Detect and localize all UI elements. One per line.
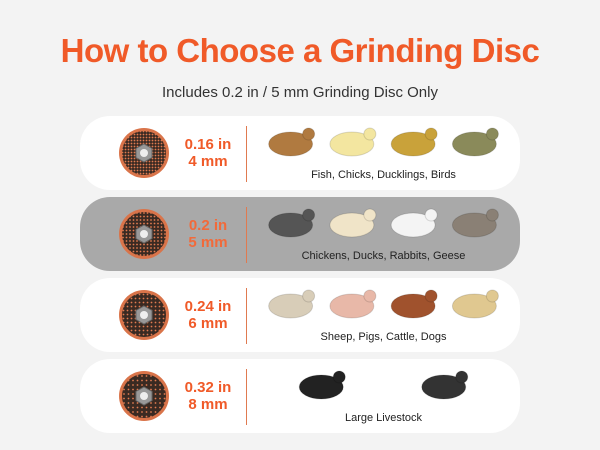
sheep-image (268, 289, 316, 319)
disc-row: 0.24 in 6 mm Sheep, Pigs, Cattle, Dogs (80, 278, 520, 352)
animals-images (298, 370, 469, 400)
animals-label: Sheep, Pigs, Cattle, Dogs (320, 331, 447, 343)
animals-label: Large Livestock (344, 412, 423, 424)
size-mm: 8 mm (188, 396, 228, 413)
size-inch: 0.2 in (188, 217, 228, 234)
chicken-image (268, 208, 316, 238)
disc-row: 0.32 in 8 mm Large Livestock (80, 359, 520, 433)
divider (246, 369, 247, 425)
size-inch: 0.16 in (184, 136, 232, 153)
rabbit-image (451, 208, 499, 238)
page-title: How to Choose a Grinding Disc (60, 32, 540, 69)
size-mm: 6 mm (188, 315, 228, 332)
size-inch: 0.24 in (184, 298, 232, 315)
divider (246, 207, 247, 263)
duckling-image (390, 127, 438, 157)
disc-size: 0.32 in 8 mm (180, 379, 236, 413)
animals-images (268, 289, 499, 319)
fish-image (268, 127, 316, 157)
animals-images (268, 208, 499, 238)
chick-image (329, 127, 377, 157)
grinding-disc-icon (119, 371, 169, 421)
divider (246, 288, 247, 344)
disc-size: 0.24 in 6 mm (180, 298, 236, 332)
size-mm: 4 mm (188, 153, 228, 170)
cattle-image (390, 289, 438, 319)
disc-size: 0.16 in 4 mm (180, 136, 236, 170)
size-mm: 5 mm (188, 234, 228, 251)
divider (246, 126, 247, 182)
calf-image (421, 370, 469, 400)
duck-image (329, 208, 377, 238)
dog-image (451, 289, 499, 319)
disc-row: 0.16 in 4 mm Fish, Chicks, Ducklings, Bir… (80, 116, 520, 190)
subtitle: Includes 0.2 in / 5 mm Grinding Disc Onl… (162, 84, 438, 101)
goose-image (390, 208, 438, 238)
size-inch: 0.32 in (184, 379, 232, 396)
animals-images (268, 127, 499, 157)
cow-image (298, 370, 346, 400)
disc-row: 0.2 in 5 mm Chickens, Ducks, Rabbits, Gee… (80, 197, 520, 271)
animals-label: Fish, Chicks, Ducklings, Birds (311, 169, 456, 181)
disc-size: 0.2 in 5 mm (180, 217, 236, 251)
grinding-disc-icon (119, 128, 169, 178)
animals-label: Chickens, Ducks, Rabbits, Geese (301, 250, 466, 262)
grinding-disc-icon (119, 209, 169, 259)
pig-image (329, 289, 377, 319)
grinding-disc-icon (119, 290, 169, 340)
bird-image (451, 127, 499, 157)
